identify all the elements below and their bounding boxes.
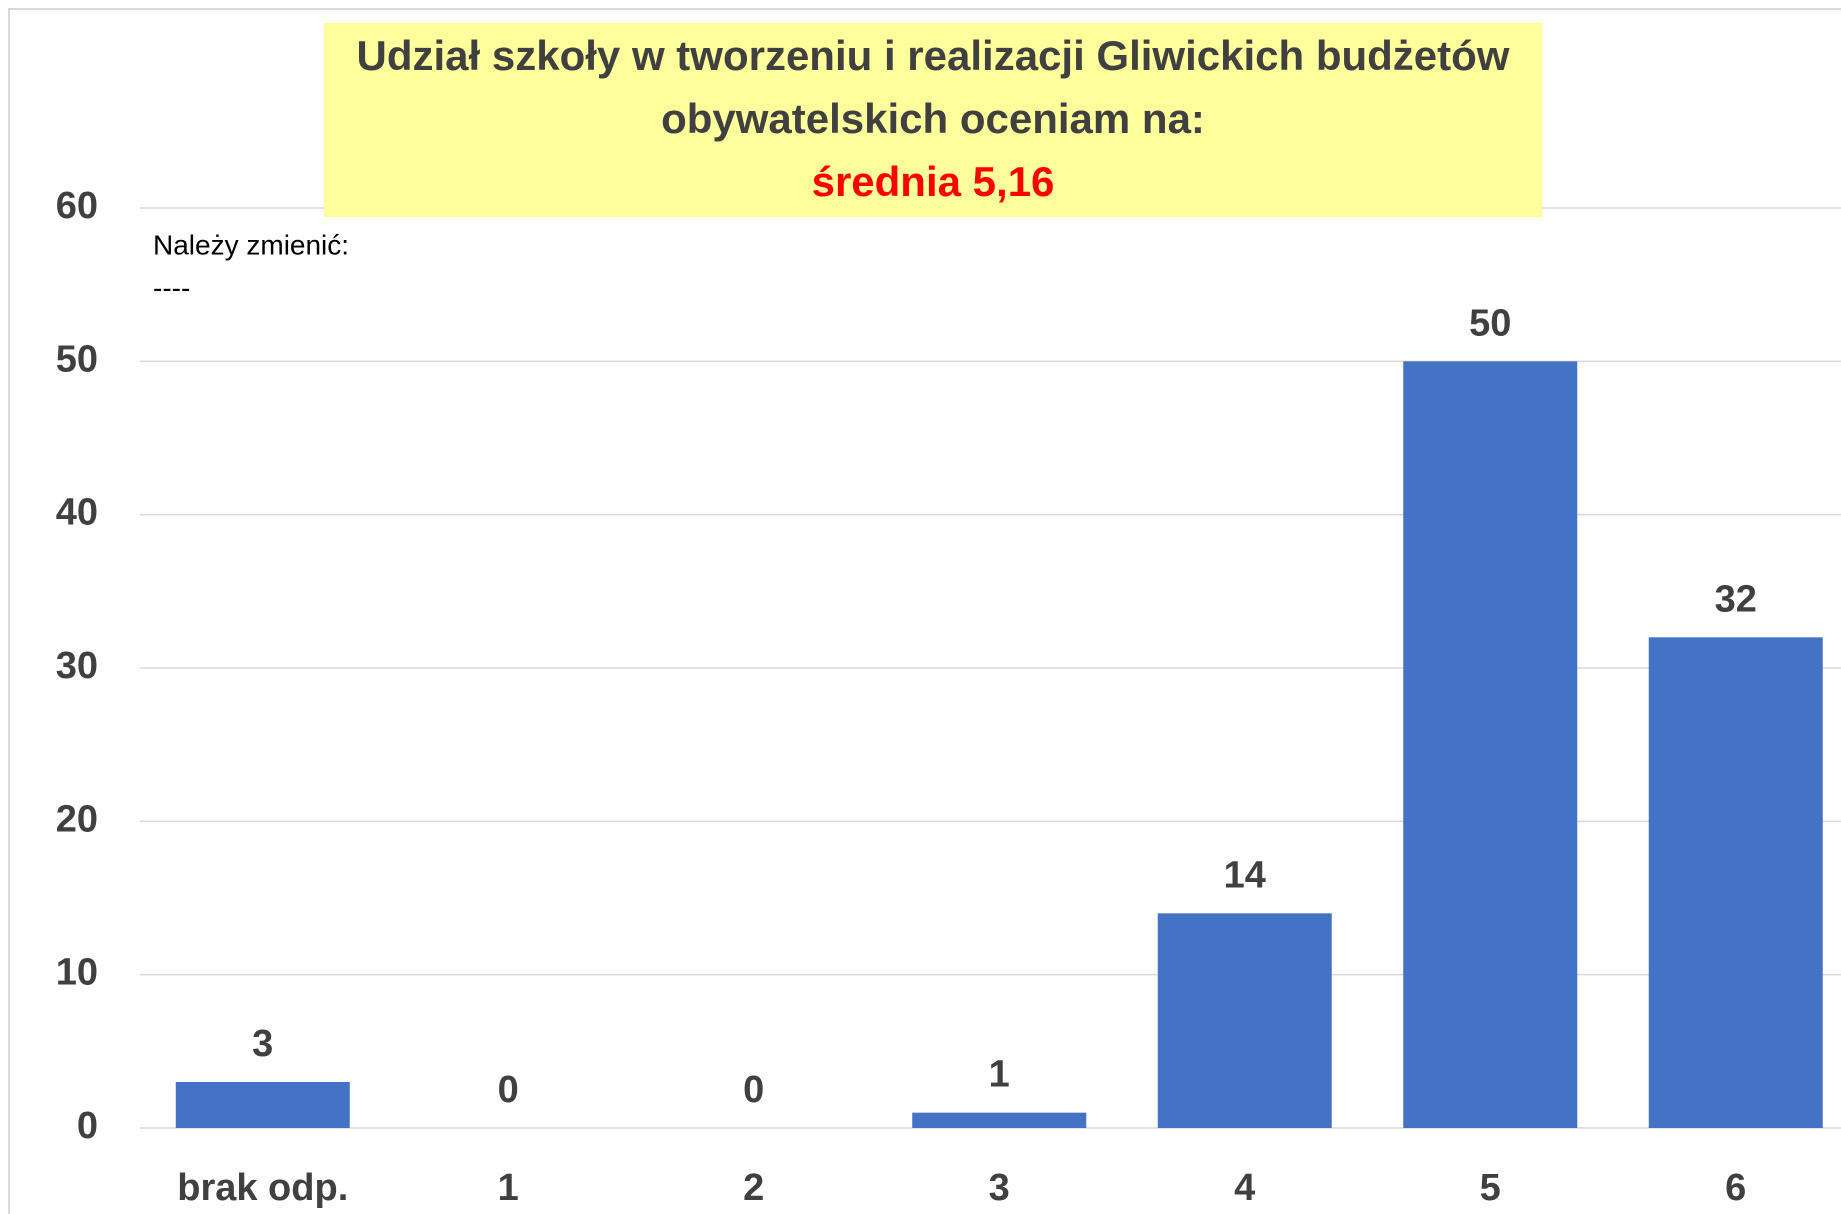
x-tick-label: 6 — [1725, 1167, 1746, 1209]
bar — [175, 1082, 350, 1128]
x-tick-label: brak odp. — [177, 1167, 348, 1209]
y-tick-label: 0 — [77, 1105, 98, 1147]
annotation: Należy zmienić: — [153, 229, 349, 260]
bar — [1403, 361, 1578, 1128]
title-box — [324, 23, 1542, 217]
x-tick-label: 4 — [1234, 1167, 1255, 1209]
chart-subtitle: średnia 5,16 — [812, 158, 1055, 205]
chart-title: Udział szkoły w tworzeniu i realizacji G… — [357, 32, 1510, 79]
data-label: 32 — [1715, 578, 1757, 620]
y-tick-label: 60 — [56, 185, 98, 227]
data-label: 0 — [743, 1069, 764, 1111]
bar — [1648, 637, 1823, 1128]
x-tick-label: 1 — [498, 1167, 519, 1209]
y-tick-label: 40 — [56, 492, 98, 534]
data-label: 14 — [1224, 854, 1266, 896]
x-tick-label: 3 — [989, 1167, 1010, 1209]
chart-frame — [8, 8, 1841, 1214]
chart-title: obywatelskich oceniam na: — [661, 95, 1205, 142]
bar — [1157, 913, 1332, 1128]
x-tick-label: 5 — [1480, 1167, 1501, 1209]
data-label: 3 — [252, 1023, 273, 1065]
data-label: 0 — [498, 1069, 519, 1111]
y-tick-label: 50 — [56, 338, 98, 380]
bar — [912, 1112, 1087, 1128]
annotation: ---- — [153, 272, 190, 303]
data-label: 1 — [989, 1054, 1010, 1096]
y-tick-label: 20 — [56, 798, 98, 840]
y-tick-label: 30 — [56, 645, 98, 687]
y-tick-label: 10 — [56, 952, 98, 994]
data-label: 50 — [1469, 302, 1511, 344]
x-tick-label: 2 — [743, 1167, 764, 1209]
